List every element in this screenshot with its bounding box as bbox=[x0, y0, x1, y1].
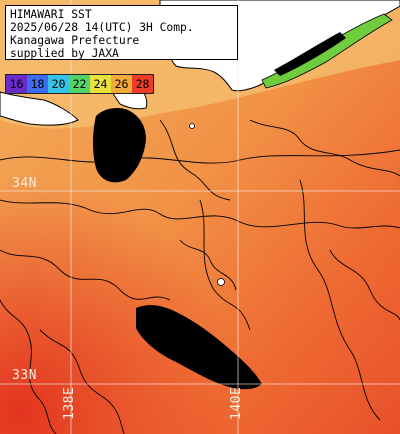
legend-swatch-28: 28 bbox=[132, 75, 153, 93]
coastal-cloud bbox=[274, 32, 346, 76]
lon-label-140e: 140E bbox=[229, 386, 244, 420]
legend-swatch-22: 22 bbox=[69, 75, 90, 93]
legend-swatch-26: 26 bbox=[111, 75, 132, 93]
header-source: supplied by JAXA bbox=[10, 47, 119, 60]
legend-swatch-24: 24 bbox=[90, 75, 111, 93]
cloud-mask-north bbox=[93, 108, 146, 183]
header-region: Kanagawa Prefecture bbox=[10, 34, 140, 47]
legend-swatch-18: 18 bbox=[27, 75, 48, 93]
peninsula-land bbox=[0, 91, 79, 126]
lon-label-138e: 138E bbox=[62, 386, 77, 420]
header-datetime: 2025/06/28 14(UTC) 3H Comp. bbox=[10, 21, 194, 34]
temperature-legend: 16 18 20 22 24 26 28 bbox=[5, 74, 154, 94]
island-marker bbox=[217, 278, 225, 286]
header-box: HIMAWARI SST 2025/06/28 14(UTC) 3H Comp.… bbox=[5, 5, 238, 60]
lat-label-34n: 34N bbox=[12, 176, 37, 191]
cloud-mask-south bbox=[136, 305, 262, 390]
header-title: HIMAWARI SST bbox=[10, 8, 92, 21]
lat-label-33n: 33N bbox=[12, 368, 37, 383]
legend-swatch-20: 20 bbox=[48, 75, 69, 93]
island-marker bbox=[189, 123, 195, 129]
legend-swatch-16: 16 bbox=[6, 75, 27, 93]
